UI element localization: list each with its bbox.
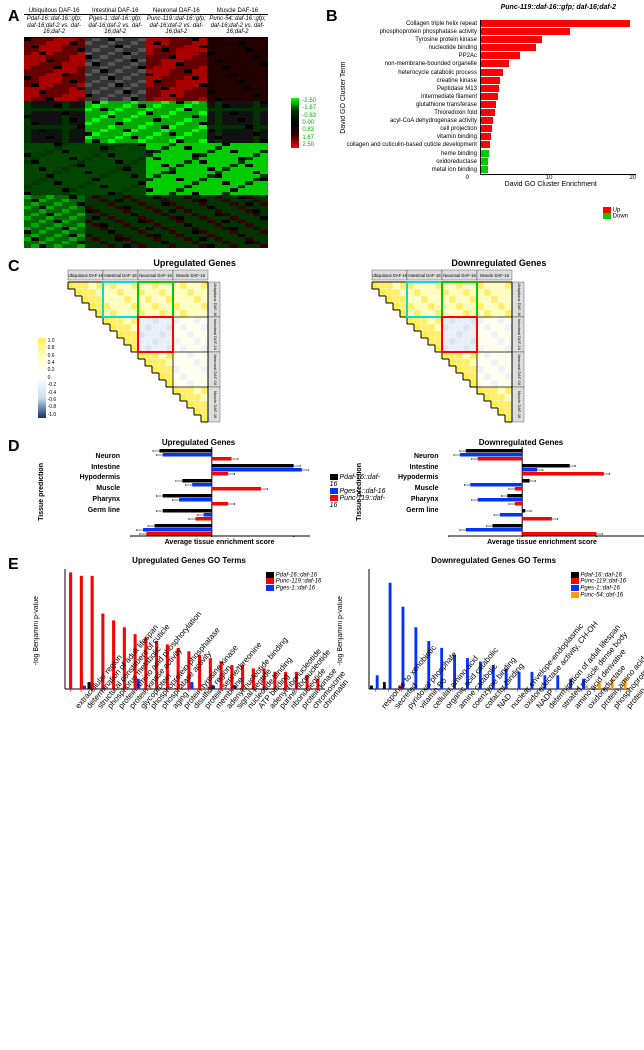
panel-e-up: Upregulated Genes GO Terms -log Benjamin… [47,556,332,697]
panel-c-down: Downregulated Genes Ubiquitous DAF-16Int… [362,258,636,428]
panel-c-up: Upregulated Genes Ubiquitous DAF-16Intes… [58,258,332,428]
svg-text:Ubiquitous DAF-16: Ubiquitous DAF-16 [67,273,103,278]
svg-text:Intestinal DAF-16: Intestinal DAF-16 [104,273,137,278]
svg-text:Muscle DAF-16: Muscle DAF-16 [480,273,510,278]
row-c: C Upregulated Genes Ubiquitous DAF-16Int… [8,258,636,428]
svg-text:Muscle DAF-16: Muscle DAF-16 [517,391,522,419]
row-e: E Upregulated Genes GO Terms -log Benjam… [8,556,636,697]
heatmap-legend: -2.50-1.67-0.830.000.831.672.50 [291,98,316,148]
svg-text:Muscle DAF-16: Muscle DAF-16 [176,273,206,278]
panel-b-go-chart: Punc-119::daf-16::gfp; daf-16;daf-2 Davi… [338,8,636,248]
svg-text:Neuronal DAF-16: Neuronal DAF-16 [443,273,476,278]
svg-text:Intestinal DAF-16: Intestinal DAF-16 [213,319,218,351]
svg-text:Neuronal DAF-16: Neuronal DAF-16 [517,354,522,386]
label-c: C [8,258,20,428]
corr-title-down: Downregulated Genes [362,258,636,268]
corr-title-up: Upregulated Genes [58,258,332,268]
svg-text:Ubiquitous DAF-16: Ubiquitous DAF-16 [372,273,408,278]
label-a: A [8,8,20,248]
row-d: D Upregulated Genes Tissue prediction Ne… [8,438,636,546]
svg-text:Ubiquitous DAF-16: Ubiquitous DAF-16 [213,282,218,317]
svg-text:Muscle DAF-16: Muscle DAF-16 [213,391,218,419]
panel-a-heatmap: Ubiquitous DAF-16Intestinal DAF-16Neuron… [24,8,268,248]
label-b: B [326,8,338,248]
svg-text:Ubiquitous DAF-16: Ubiquitous DAF-16 [517,282,522,317]
panel-b-legend: Up Down [603,207,628,220]
label-e: E [8,556,19,697]
svg-text:Neuronal DAF-16: Neuronal DAF-16 [213,354,218,386]
panel-b-x-label: David GO Cluster Enrichment [466,181,636,188]
svg-text:Intestinal DAF-16: Intestinal DAF-16 [517,319,522,351]
panel-b-y-label: David GO Cluster Term [338,20,347,175]
svg-text:Neuronal DAF-16: Neuronal DAF-16 [139,273,172,278]
label-d: D [8,438,20,456]
row-ab: A Ubiquitous DAF-16Intestinal DAF-16Neur… [8,8,636,248]
panel-d-down: Downregulated Genes Tissue prediction Ne… [406,438,636,546]
panel-b-title: Punc-119::daf-16::gfp; daf-16;daf-2 [501,4,616,11]
panel-e-down: Downregulated Genes GO Terms -log Benjam… [351,556,636,697]
svg-text:Intestinal DAF-16: Intestinal DAF-16 [408,273,441,278]
panel-d-up: Upregulated Genes Tissue prediction Neur… [88,438,310,546]
